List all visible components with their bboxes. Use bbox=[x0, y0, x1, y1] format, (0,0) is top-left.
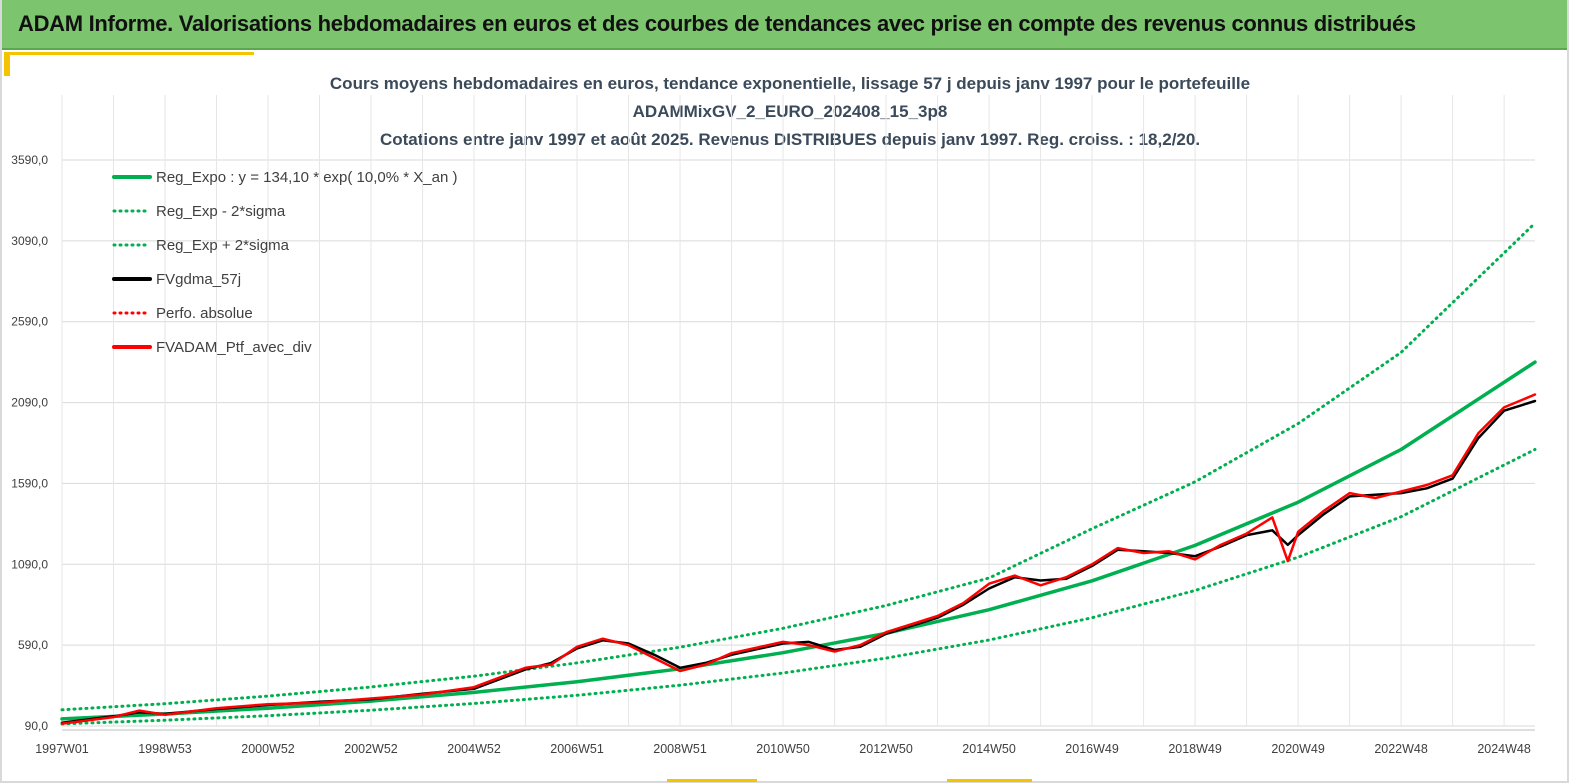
x-tick-label: 2024W48 bbox=[1477, 742, 1531, 756]
x-tick-label: 2016W49 bbox=[1065, 742, 1119, 756]
x-tick-label: 2020W49 bbox=[1271, 742, 1325, 756]
y-tick-label: 90,0 bbox=[25, 719, 49, 733]
x-tick-label: 2014W50 bbox=[962, 742, 1016, 756]
y-axis-ticks: 90,0 590,0 1090,0 1590,0 2090,0 2590,0 3090,0 3… bbox=[11, 153, 48, 733]
x-tick-label: 2018W49 bbox=[1168, 742, 1222, 756]
series-line-reg-expo bbox=[60, 360, 1537, 721]
x-tick-label: 2002W52 bbox=[344, 742, 398, 756]
y-tick-label: 590,0 bbox=[18, 638, 48, 652]
legend-entry-label: Reg_Expo : y = 134,10 * exp( 10,0% * X_a… bbox=[156, 169, 457, 186]
y-tick-label: 3590,0 bbox=[11, 153, 48, 167]
x-tick-label: 2000W52 bbox=[241, 742, 295, 756]
legend-entry-label: Perfo. absolue bbox=[156, 305, 253, 322]
legend-entry-label: FVgdma_57j bbox=[156, 271, 241, 288]
series-line-fvadam-ptf-avec-div bbox=[60, 393, 1537, 725]
accent-bar-left bbox=[4, 52, 10, 76]
series-line-fvgdma-57j bbox=[60, 399, 1537, 725]
chart-title-line-1: Cours moyens hebdomadaires en euros, ten… bbox=[330, 74, 1250, 93]
x-tick-label: 2004W52 bbox=[447, 742, 501, 756]
chart-legend: Reg_Expo : y = 134,10 * exp( 10,0% * X_a… bbox=[112, 169, 457, 356]
x-tick-label: 2006W51 bbox=[550, 742, 604, 756]
chart-grid bbox=[61, 95, 1535, 731]
x-tick-label: 2022W48 bbox=[1374, 742, 1428, 756]
x-tick-label: 1997W01 bbox=[35, 742, 89, 756]
y-tick-label: 2590,0 bbox=[11, 315, 48, 329]
legend-entry-label: Reg_Exp + 2*sigma bbox=[156, 237, 290, 254]
chart-title-line-3: Cotations entre janv 1997 et août 2025. … bbox=[380, 130, 1200, 149]
x-tick-label: 1998W53 bbox=[138, 742, 192, 756]
x-axis-ticks: 1997W01 1998W53 2000W52 2002W52 2004W52 2006W… bbox=[35, 742, 1531, 756]
legend-entry-label: FVADAM_Ptf_avec_div bbox=[156, 339, 312, 356]
accent-bar-bottom-2 bbox=[947, 779, 1032, 782]
chart-titles: Cours moyens hebdomadaires en euros, ten… bbox=[330, 74, 1250, 149]
chart-title-line-2: ADAMMixGV_2_EURO_202408_15_3p8 bbox=[633, 102, 948, 121]
y-tick-label: 1590,0 bbox=[11, 476, 48, 490]
header-bar: ADAM Informe. Valorisations hebdomadaire… bbox=[2, 0, 1567, 50]
header-title: ADAM Informe. Valorisations hebdomadaire… bbox=[18, 11, 1416, 36]
legend-entry-label: Reg_Exp - 2*sigma bbox=[156, 203, 286, 220]
series-line-reg-exp-minus-2sigma bbox=[60, 448, 1537, 726]
series-line-reg-exp-plus-2sigma bbox=[60, 221, 1537, 712]
accent-bar-bottom bbox=[667, 779, 757, 782]
y-tick-label: 2090,0 bbox=[11, 396, 48, 410]
y-tick-label: 1090,0 bbox=[11, 557, 48, 571]
x-tick-label: 2010W50 bbox=[756, 742, 810, 756]
x-tick-label: 2012W50 bbox=[859, 742, 913, 756]
chart-series bbox=[60, 221, 1537, 726]
y-tick-label: 3090,0 bbox=[11, 234, 48, 248]
accent-bar-top bbox=[4, 52, 254, 55]
x-tick-label: 2008W51 bbox=[653, 742, 707, 756]
